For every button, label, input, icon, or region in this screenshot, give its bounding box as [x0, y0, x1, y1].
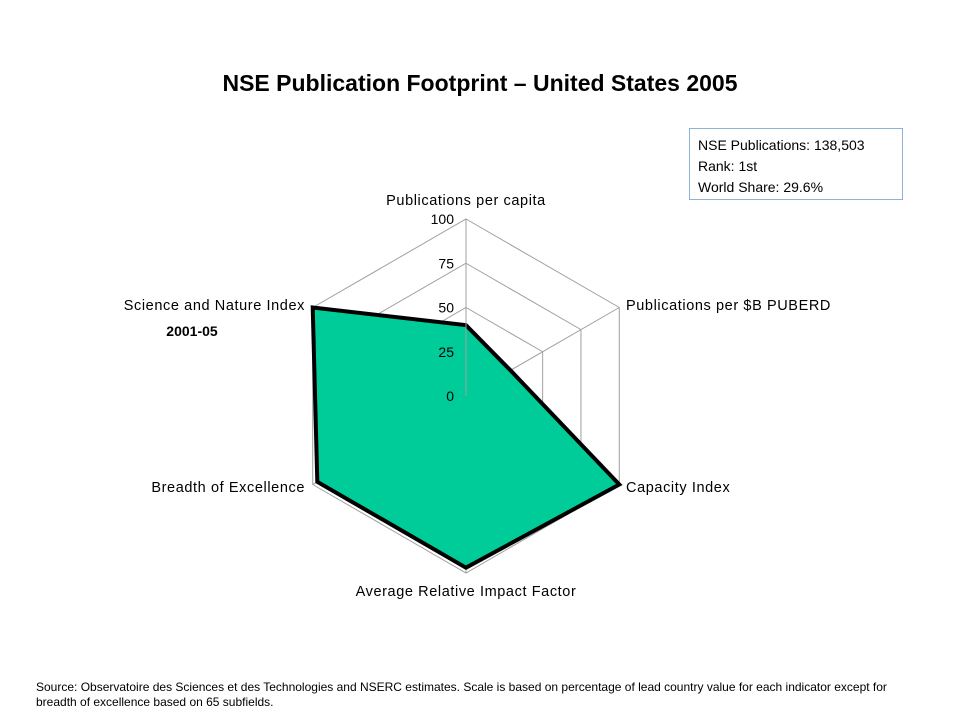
tick-label-50: 50: [438, 300, 454, 316]
axis-label-capacity-index: Capacity Index: [626, 480, 730, 496]
axis-label-breadth-of-excellence: Breadth of Excellence: [151, 480, 305, 496]
tick-label-25: 25: [438, 344, 454, 360]
data-point-average-relative-impact-factor: [464, 566, 468, 570]
stats-world-share: World Share: 29.6%: [698, 179, 824, 195]
axis-label-publications-per-b-puberd: Publications per $B PUBERD: [626, 298, 831, 314]
stats-rank: Rank: 1st: [698, 158, 758, 174]
data-point-science-and-nature-index: [311, 306, 315, 309]
data-point-publications-per-b-puberd: [508, 368, 512, 372]
source-note: Source: Observatoire des Sciences et des…: [36, 680, 887, 709]
data-point-capacity-index: [617, 483, 621, 486]
axis-label-science-and-nature-index: Science and Nature Index: [124, 298, 305, 314]
stats-publications: NSE Publications: 138,503: [698, 137, 865, 153]
stats-box: NSE Publications: 138,503 Rank: 1st Worl…: [689, 128, 903, 200]
tick-label-0: 0: [446, 388, 454, 404]
tick-label-75: 75: [438, 255, 454, 271]
tick-label-100: 100: [431, 211, 455, 227]
data-point-breadth-of-excellence: [315, 480, 319, 484]
axis-label-average-relative-impact-factor: Average Relative Impact Factor: [356, 584, 577, 600]
axis-label-publications-per-capita: Publications per capita: [386, 193, 546, 209]
axis-sublabel-science-and-nature-index: 2001-05: [166, 323, 218, 339]
chart-title: NSE Publication Footprint – United State…: [222, 70, 738, 96]
